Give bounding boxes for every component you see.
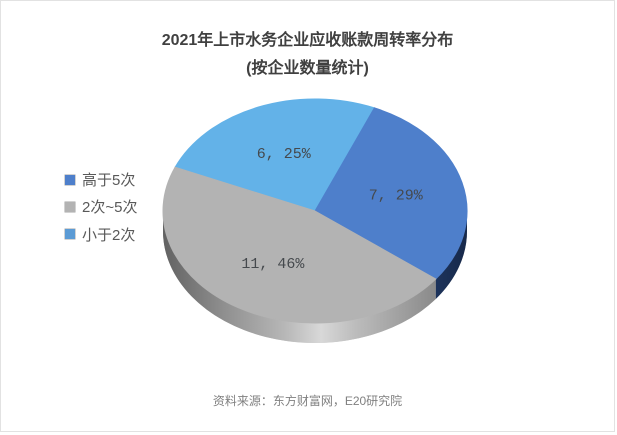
- svg-text:7, 29%: 7, 29%: [369, 187, 424, 204]
- svg-text:11, 46%: 11, 46%: [241, 256, 305, 273]
- svg-text:6, 25%: 6, 25%: [257, 146, 312, 163]
